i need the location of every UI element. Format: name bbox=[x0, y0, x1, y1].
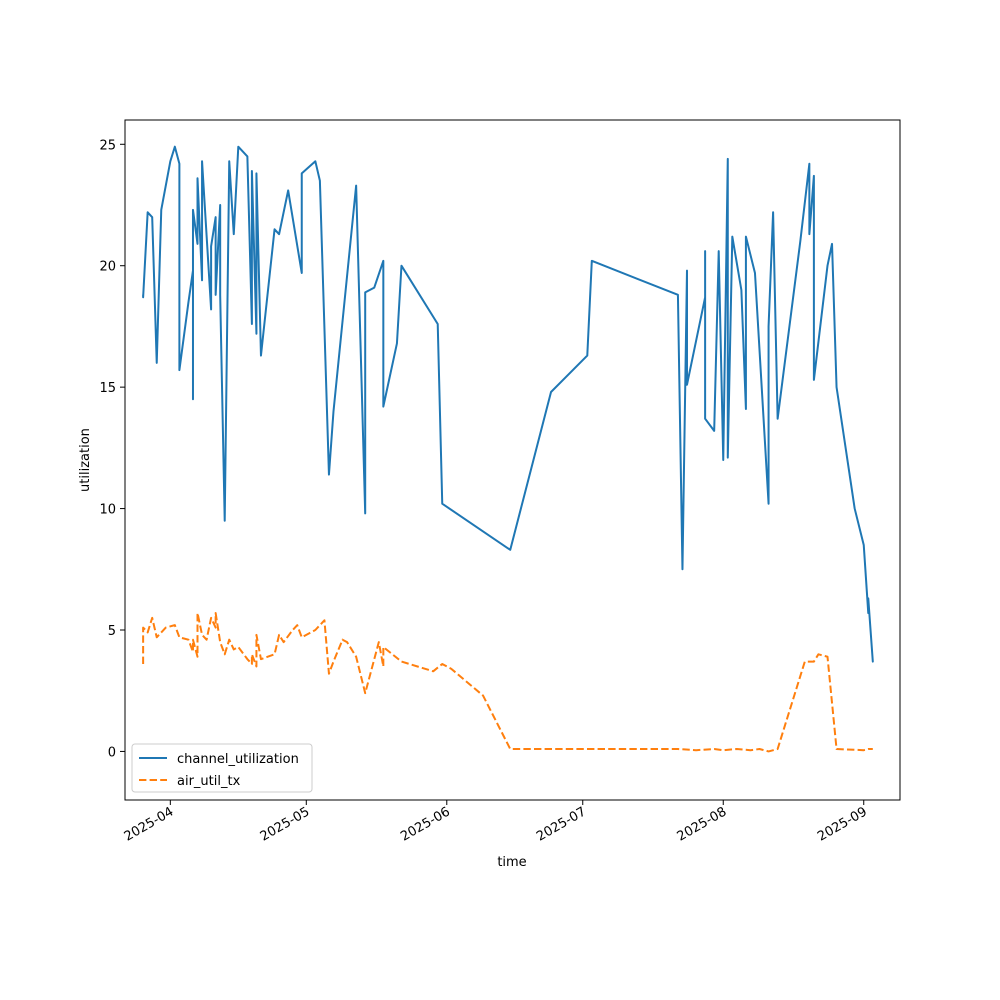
series-line-channel-utilization bbox=[142, 145, 874, 663]
y-axis-label: utilization bbox=[78, 428, 93, 492]
x-axis-label: time bbox=[497, 855, 526, 870]
legend-box bbox=[131, 743, 313, 793]
legend-label-air-util-tx: air_util_tx bbox=[177, 774, 241, 789]
plot-frame bbox=[124, 119, 901, 801]
x-tick-label: 2025-08 bbox=[675, 804, 730, 844]
y-tick-label: 5 bbox=[108, 624, 116, 639]
legend-label-channel-utilization: channel_utilization bbox=[177, 752, 299, 767]
y-tick-label: 10 bbox=[99, 503, 116, 518]
x-tick-label: 2025-09 bbox=[815, 804, 870, 844]
series-line-air-util-tx bbox=[142, 612, 873, 753]
x-tick-label: 2025-04 bbox=[122, 804, 177, 844]
series-layer bbox=[142, 145, 874, 753]
y-tick-label: 20 bbox=[99, 260, 116, 275]
plot-area bbox=[125, 120, 900, 800]
y-axis: 0 5 10 15 20 25 bbox=[99, 138, 125, 760]
y-tick-label: 0 bbox=[108, 745, 116, 760]
legend: channel_utilization air_util_tx bbox=[131, 743, 313, 793]
x-axis: 2025-04 2025-05 2025-06 2025-07 2025-08 2025-… bbox=[122, 800, 870, 845]
x-tick-label: 2025-05 bbox=[258, 804, 313, 844]
x-tick-label: 2025-07 bbox=[534, 804, 589, 844]
y-tick-label: 25 bbox=[99, 138, 116, 153]
y-tick-label: 15 bbox=[99, 381, 116, 396]
x-tick-label: 2025-06 bbox=[398, 804, 453, 844]
